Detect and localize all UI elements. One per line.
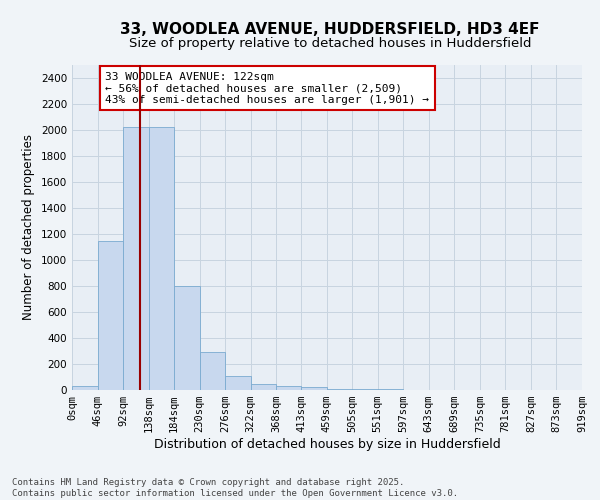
Bar xyxy=(123,128,149,390)
Text: 33, WOODLEA AVENUE, HUDDERSFIELD, HD3 4EF: 33, WOODLEA AVENUE, HUDDERSFIELD, HD3 4E… xyxy=(120,22,540,38)
Y-axis label: Number of detached properties: Number of detached properties xyxy=(22,134,35,320)
Text: Contains HM Land Registry data © Crown copyright and database right 2025.
Contai: Contains HM Land Registry data © Crown c… xyxy=(12,478,458,498)
Bar xyxy=(301,388,327,390)
X-axis label: Distribution of detached houses by size in Huddersfield: Distribution of detached houses by size … xyxy=(154,438,500,451)
Bar xyxy=(327,388,352,390)
Text: Size of property relative to detached houses in Huddersfield: Size of property relative to detached ho… xyxy=(129,38,531,51)
Bar xyxy=(149,128,174,390)
Bar xyxy=(200,352,225,390)
Bar xyxy=(174,286,200,390)
Bar xyxy=(276,386,301,390)
Bar xyxy=(98,240,123,390)
Text: 33 WOODLEA AVENUE: 122sqm
← 56% of detached houses are smaller (2,509)
43% of se: 33 WOODLEA AVENUE: 122sqm ← 56% of detac… xyxy=(105,72,429,104)
Bar xyxy=(72,386,98,390)
Bar xyxy=(225,376,251,390)
Bar xyxy=(251,384,276,390)
